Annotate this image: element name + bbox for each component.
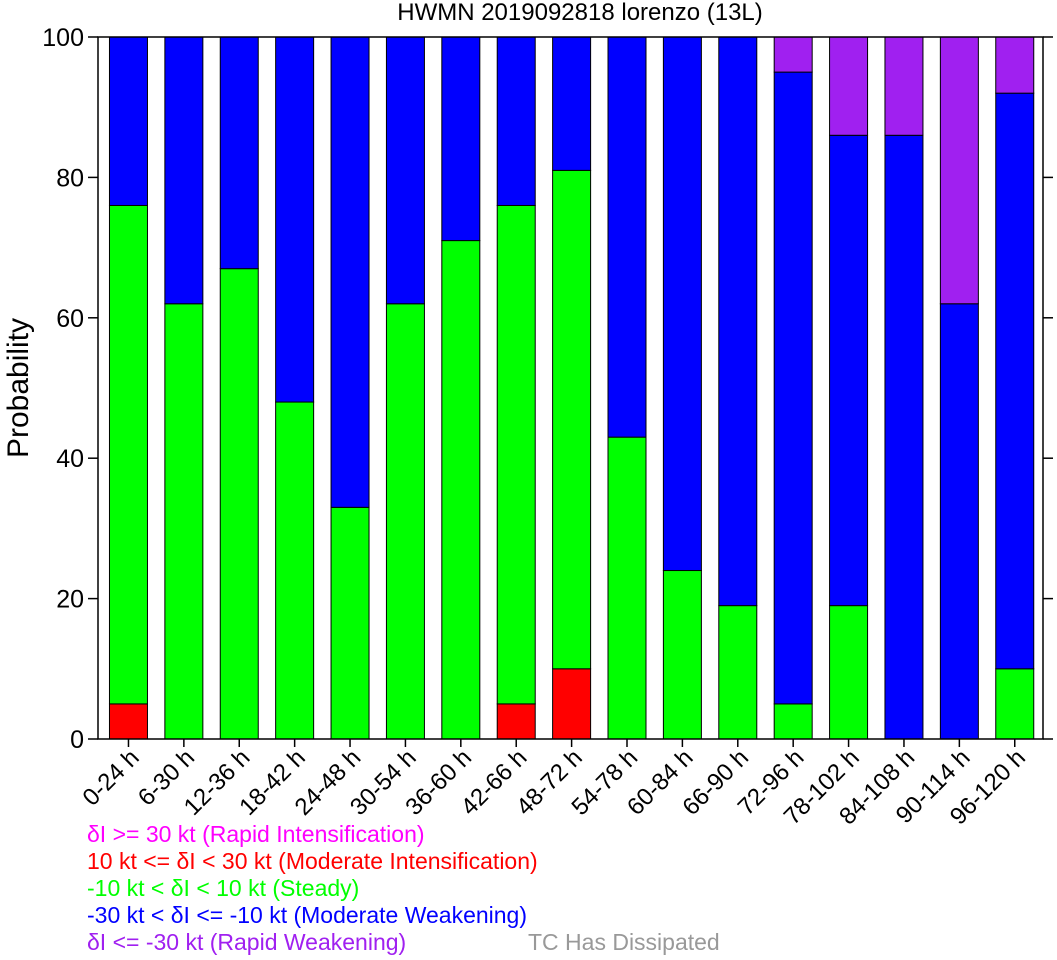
bar-segment-60-84-h-series-2 <box>662 570 702 740</box>
bar-segment-30-54-h-series-2 <box>385 303 425 740</box>
y-tick-label: 0 <box>70 726 84 754</box>
bar-segment-48-72-h-series-2 <box>552 169 592 670</box>
bar-segment-96-120-h-series-4 <box>995 36 1035 94</box>
y-tick-label: 80 <box>56 164 84 192</box>
x-tick-label: 0-24 h <box>77 744 144 811</box>
bar-segment-84-108-h-series-3 <box>884 134 924 740</box>
bar-segment-6-30-h-series-2 <box>164 303 204 740</box>
bar-segment-96-120-h-series-2 <box>995 668 1035 740</box>
y-tick-label: 20 <box>56 586 84 614</box>
bar-segment-78-102-h-series-3 <box>829 134 869 607</box>
bar-segment-36-60-h-series-2 <box>441 240 481 740</box>
legend-entry-dissipated: TC Has Dissipated <box>528 929 720 955</box>
bar-segment-24-48-h-series-2 <box>330 506 370 740</box>
bar-segment-0-24-h-series-1 <box>108 703 148 740</box>
legend-entry-4: δI <= -30 kt (Rapid Weakening) <box>87 929 406 955</box>
plot-frame <box>97 36 1044 740</box>
y-axis-label: Probability <box>2 318 35 458</box>
bar-segment-36-60-h-series-3 <box>441 36 481 242</box>
bar-segment-42-66-h-series-3 <box>496 36 536 206</box>
bar-segment-12-36-h-series-3 <box>219 36 259 270</box>
bars-group <box>108 36 1035 740</box>
bar-segment-60-84-h-series-3 <box>662 36 702 572</box>
bar-segment-72-96-h-series-4 <box>773 36 813 73</box>
chart-title: HWMN 2019092818 lorenzo (13L) <box>397 0 763 26</box>
bar-segment-6-30-h-series-3 <box>164 36 204 305</box>
bar-segment-66-90-h-series-3 <box>718 36 758 607</box>
bar-segment-72-96-h-series-2 <box>773 703 813 740</box>
y-tick-label: 100 <box>42 24 84 52</box>
bar-segment-78-102-h-series-4 <box>829 36 869 136</box>
bar-segment-54-78-h-series-2 <box>607 436 647 740</box>
y-tick-labels: 0 20 40 60 80 100 <box>42 24 84 754</box>
bar-segment-96-120-h-series-3 <box>995 92 1035 670</box>
bar-segment-66-90-h-series-2 <box>718 605 758 740</box>
bar-segment-18-42-h-series-2 <box>275 401 315 740</box>
bar-segment-84-108-h-series-4 <box>884 36 924 136</box>
legend-entry-0: δI >= 30 kt (Rapid Intensification) <box>87 821 425 847</box>
legend: δI >= 30 kt (Rapid Intensification)10 kt… <box>87 821 720 955</box>
y-tick-label: 60 <box>56 305 84 333</box>
bar-segment-48-72-h-series-3 <box>552 36 592 171</box>
bar-segment-18-42-h-series-3 <box>275 36 315 403</box>
bar-segment-90-114-h-series-4 <box>939 36 979 305</box>
bar-segment-48-72-h-series-1 <box>552 668 592 740</box>
bar-segment-78-102-h-series-2 <box>829 605 869 740</box>
legend-entry-1: 10 kt <= δI < 30 kt (Moderate Intensific… <box>87 848 538 874</box>
bar-segment-12-36-h-series-2 <box>219 268 259 740</box>
bar-segment-42-66-h-series-2 <box>496 204 536 705</box>
bar-segment-72-96-h-series-3 <box>773 71 813 705</box>
axes-group <box>88 36 1053 747</box>
bar-segment-24-48-h-series-3 <box>330 36 370 508</box>
y-tick-label: 40 <box>56 445 84 473</box>
x-tick-labels: 0-24 h6-30 h12-36 h18-42 h24-48 h30-54 h… <box>77 744 1030 830</box>
legend-entry-3: -30 kt < δI <= -10 kt (Moderate Weakenin… <box>87 902 527 928</box>
legend-entry-2: -10 kt < δI < 10 kt (Steady) <box>87 875 359 901</box>
bar-segment-42-66-h-series-1 <box>496 703 536 740</box>
bar-segment-54-78-h-series-3 <box>607 36 647 438</box>
bar-segment-0-24-h-series-3 <box>108 36 148 206</box>
bar-segment-90-114-h-series-3 <box>939 303 979 740</box>
bar-segment-0-24-h-series-2 <box>108 204 148 705</box>
bar-segment-30-54-h-series-3 <box>385 36 425 305</box>
